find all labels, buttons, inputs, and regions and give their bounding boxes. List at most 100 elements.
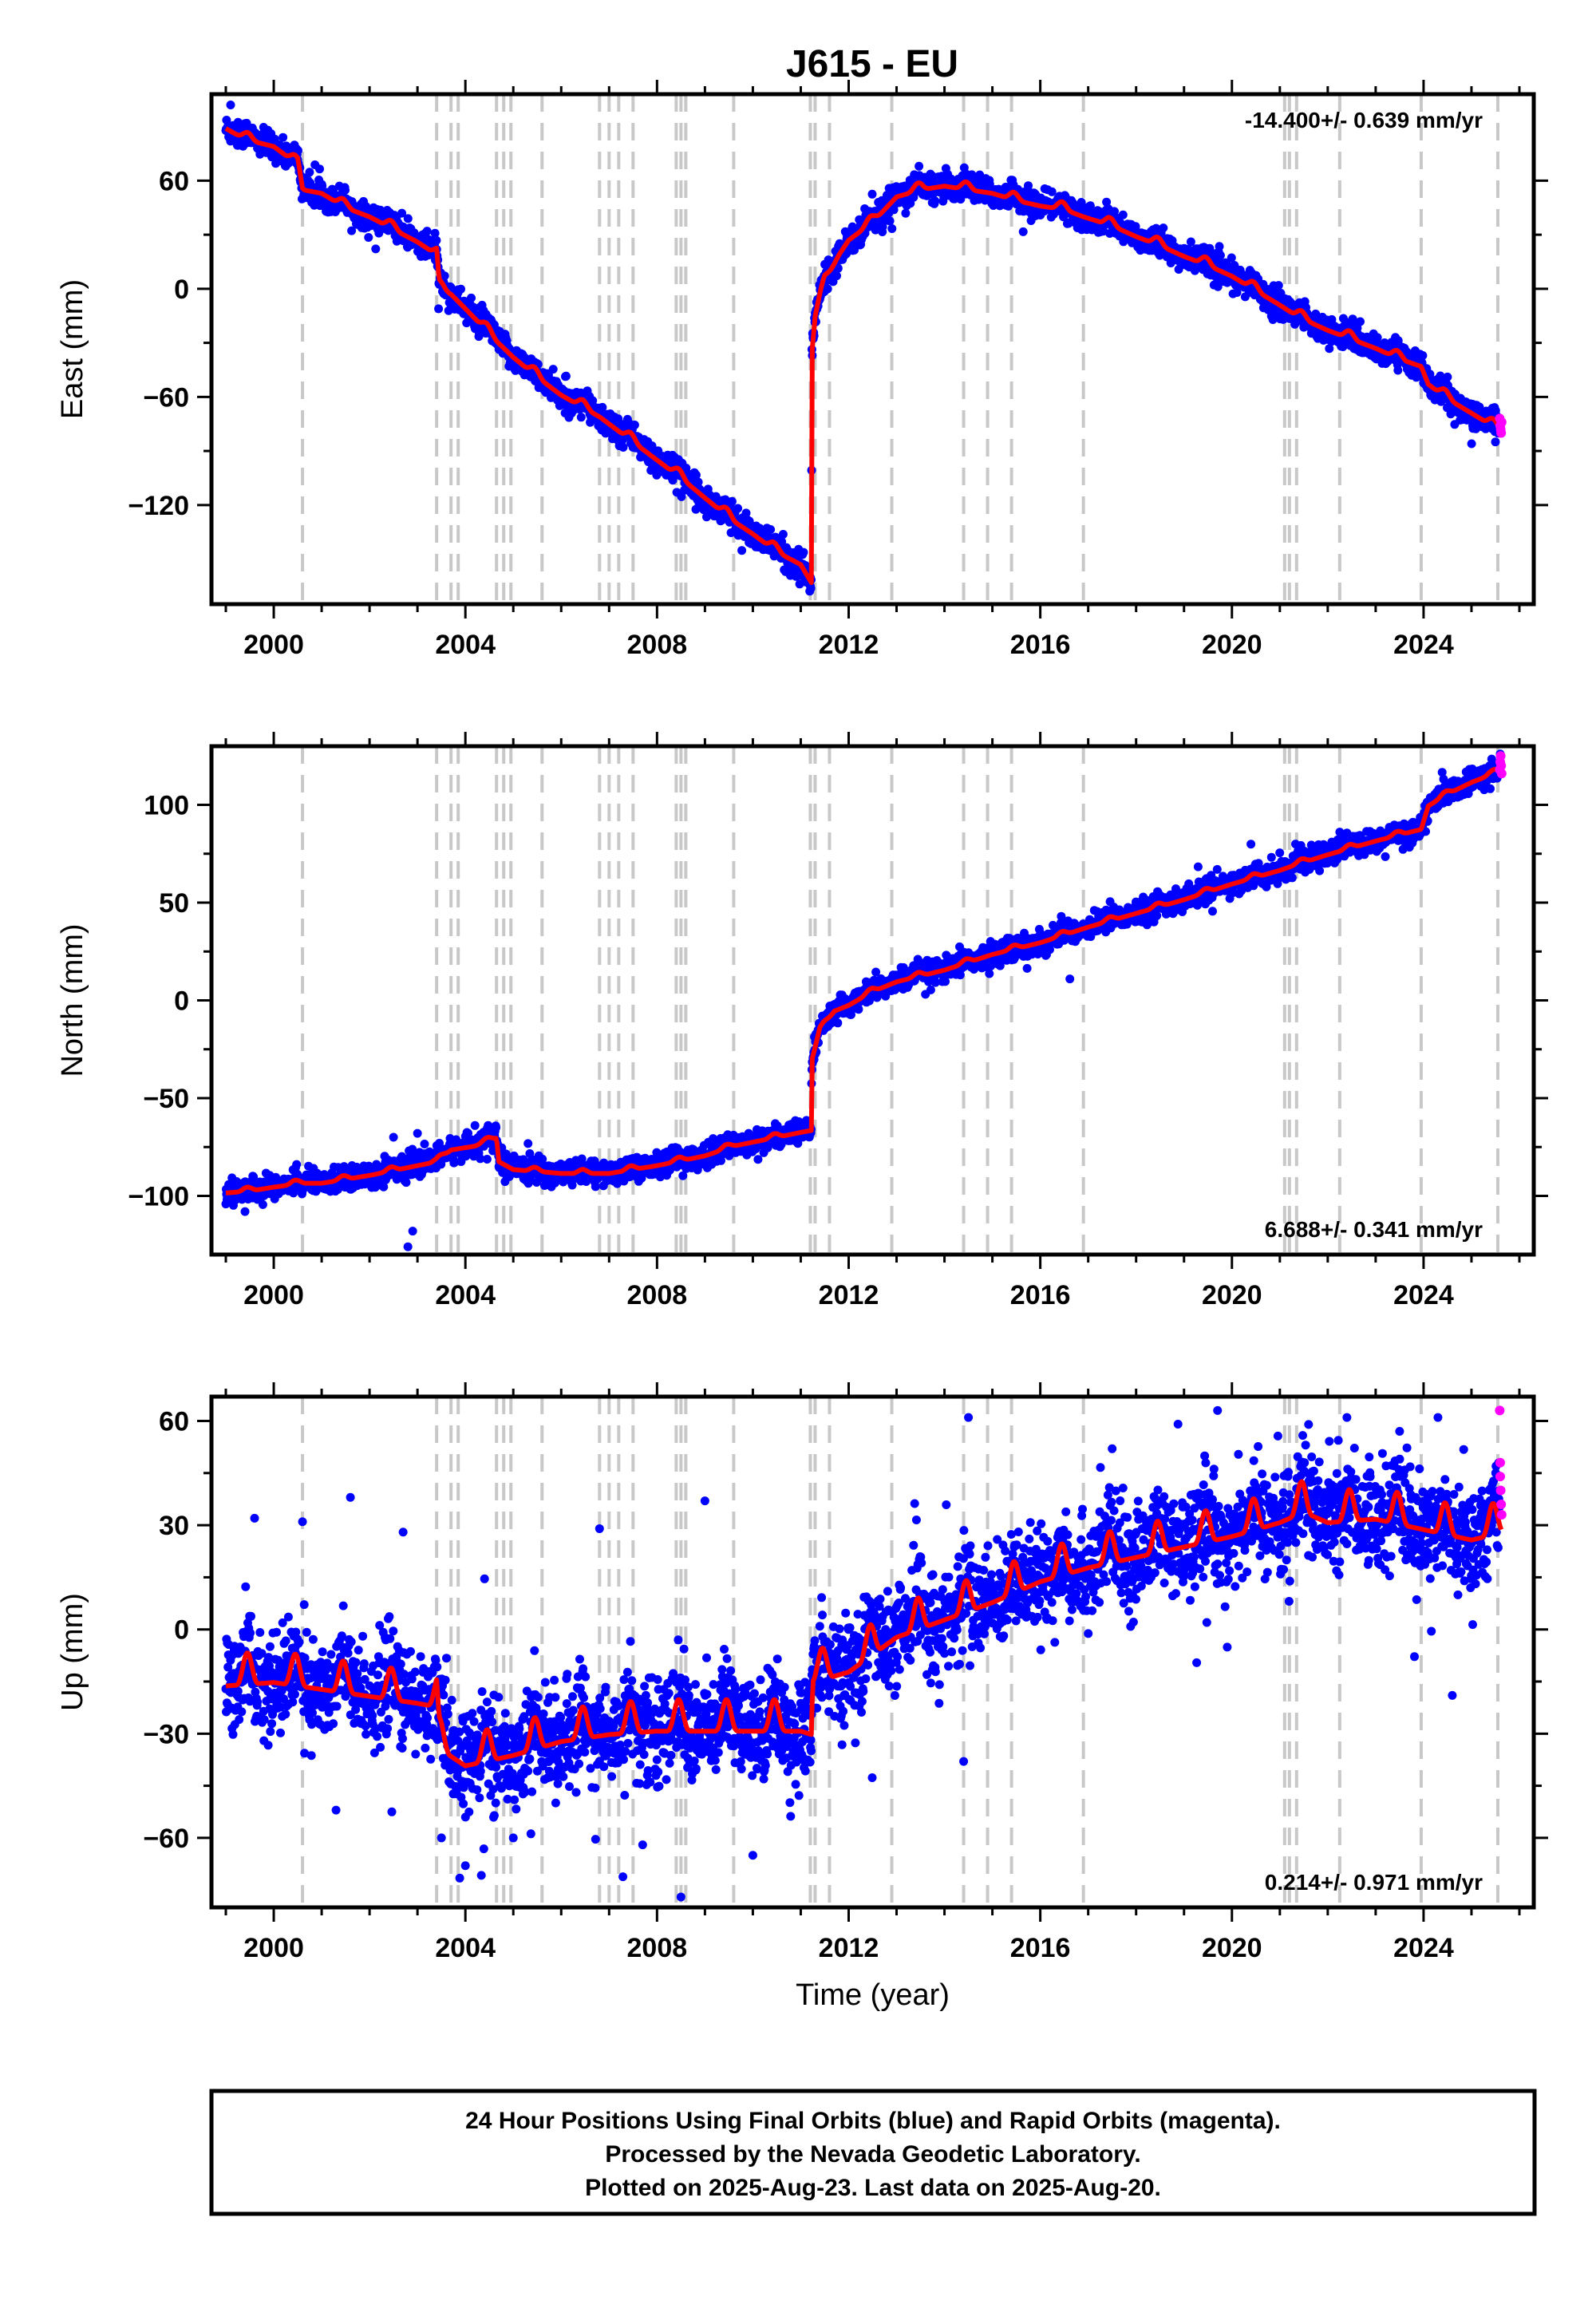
final-orbit-point [832, 271, 841, 281]
final-orbit-point [432, 235, 441, 245]
final-orbit-point [1325, 344, 1334, 354]
outlier-point [911, 172, 921, 182]
final-orbit-point [885, 216, 895, 226]
final-orbit-point [850, 245, 859, 255]
final-orbit-point [1186, 237, 1195, 247]
final-orbit-point [420, 1140, 429, 1148]
final-orbit-point [741, 508, 751, 518]
final-orbit-point [702, 512, 711, 522]
outlier-point [226, 101, 235, 110]
final-orbit-point [1418, 351, 1428, 360]
x-tick-label: 2016 [1010, 630, 1071, 660]
east-rapid-orbit-points [1495, 413, 1507, 438]
x-tick-label: 2008 [627, 630, 688, 660]
final-orbit-point [1018, 227, 1028, 236]
final-orbit-point [347, 226, 357, 235]
final-orbit-point [737, 546, 747, 555]
final-orbit-point [1393, 366, 1403, 375]
final-orbit-point [733, 504, 743, 513]
final-orbit-point [677, 492, 686, 501]
east-y-axis-label: East (mm) [56, 279, 89, 419]
final-orbit-point [766, 525, 776, 534]
final-orbit-point [915, 161, 924, 171]
y-tick-label: −120 [128, 491, 189, 521]
final-orbit-point [777, 537, 787, 547]
x-tick-label: 2000 [243, 630, 304, 660]
x-tick-label: 2024 [1393, 630, 1454, 660]
final-orbit-point [878, 222, 887, 231]
final-orbit-point [523, 1139, 533, 1148]
final-orbit-point [341, 185, 350, 195]
final-orbit-point [318, 181, 327, 191]
final-orbit-point [222, 116, 231, 124]
final-orbit-point [799, 547, 808, 557]
east-model-line [224, 126, 1503, 585]
rapid-orbit-point [1496, 428, 1507, 438]
final-orbit-point [630, 421, 639, 429]
final-orbit-point [1110, 207, 1119, 216]
final-orbit-point [1024, 181, 1033, 191]
final-orbit-point [1118, 210, 1128, 219]
east-plot-area [221, 94, 1507, 604]
final-orbit-point [833, 263, 843, 273]
final-orbit-point [778, 530, 788, 539]
final-orbit-point [1227, 253, 1236, 263]
final-orbit-point [823, 284, 832, 294]
final-orbit-point [434, 304, 444, 314]
final-orbit-point [397, 208, 407, 218]
final-orbit-point [482, 1155, 492, 1164]
east-panel: 2000 2004 2008 2012 2016 2020 2024 60 0 −60 −120 Ea… [56, 80, 1548, 660]
final-orbit-point [1085, 201, 1095, 211]
final-orbit-point [1215, 251, 1225, 260]
final-orbit-point [727, 496, 737, 506]
final-orbit-point [279, 132, 288, 142]
y-tick-label: −60 [143, 382, 189, 413]
final-orbit-point [430, 228, 440, 238]
north-panel: 2000 2004 2008 2012 2016 2020 2024100500−50−10… [56, 732, 1548, 1310]
final-orbit-point [930, 196, 940, 206]
final-orbit-point [364, 233, 373, 242]
final-orbit-point [867, 189, 877, 199]
outlier-point [1491, 437, 1500, 447]
east-final-orbit-points [221, 101, 1504, 596]
final-orbit-point [1356, 317, 1365, 326]
north-plot-area [221, 746, 1507, 1255]
final-orbit-point [561, 371, 571, 381]
final-orbit-point [591, 1182, 600, 1192]
outlier-point [422, 227, 432, 236]
final-orbit-point [1166, 259, 1175, 267]
y-tick-label: 0 [174, 275, 189, 305]
final-orbit-point [693, 477, 703, 487]
final-orbit-point [598, 402, 607, 412]
east-frame [209, 92, 1536, 607]
x-tick-label: 2004 [435, 630, 496, 660]
final-orbit-point [1159, 223, 1168, 233]
x-tick-label: 2020 [1202, 630, 1262, 660]
final-orbit-point [305, 168, 314, 177]
final-orbit-point [1348, 314, 1357, 324]
final-orbit-point [403, 214, 413, 223]
final-orbit-point [618, 443, 628, 452]
final-orbit-point [1213, 282, 1223, 291]
x-tick-label: 2012 [819, 630, 879, 660]
final-orbit-point [1443, 372, 1452, 381]
final-orbit-point [1425, 370, 1435, 379]
final-orbit-point [1077, 198, 1086, 207]
final-orbit-point [1205, 243, 1215, 253]
final-orbit-point [1373, 333, 1382, 342]
final-orbit-point [315, 164, 324, 174]
final-orbit-point [258, 1199, 267, 1209]
final-orbit-point [901, 208, 911, 218]
final-orbit-point [1215, 242, 1224, 251]
final-orbit-point [492, 1123, 501, 1132]
final-orbit-point [887, 224, 897, 233]
final-orbit-point [401, 1178, 411, 1188]
east-rate-label: -14.400+/- 0.639 mm/yr [1245, 108, 1483, 132]
y-tick-label: 60 [159, 166, 189, 196]
final-orbit-point [691, 470, 701, 480]
final-orbit-point [374, 228, 384, 238]
final-orbit-point [371, 244, 381, 254]
final-orbit-point [1274, 281, 1283, 290]
final-orbit-point [548, 365, 558, 374]
